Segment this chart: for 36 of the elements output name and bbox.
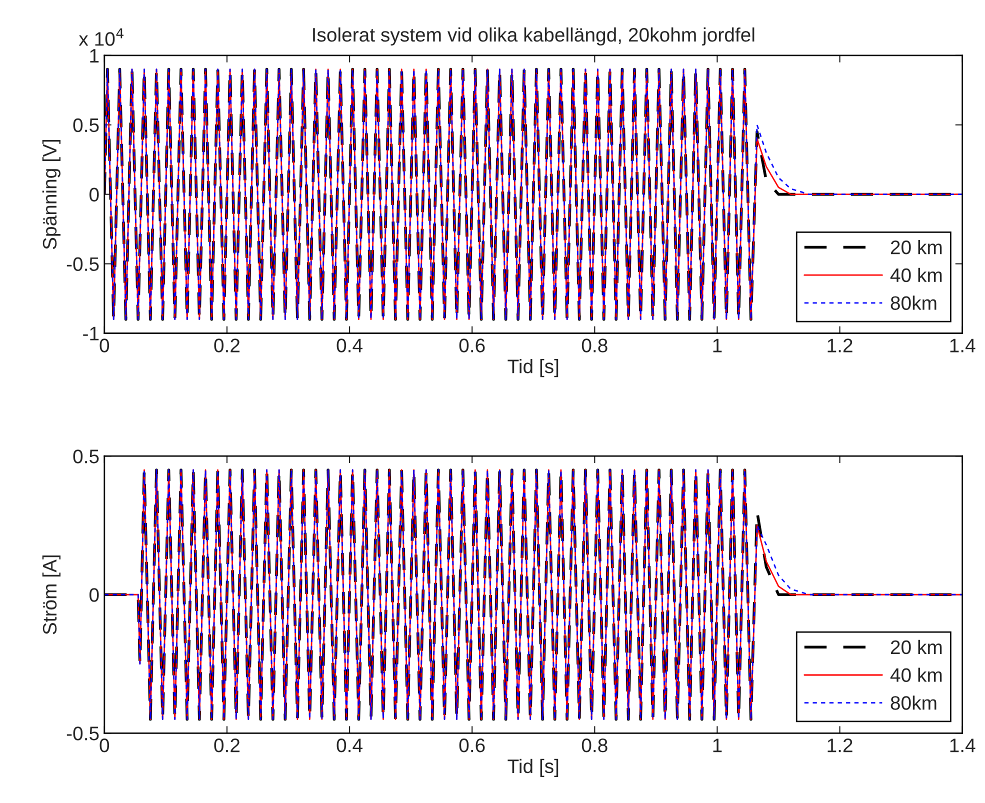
legend-label: 40 km <box>890 668 942 682</box>
y-tick-label: 0.5 <box>73 118 99 132</box>
y-axis-title: Ström [A] <box>42 555 60 634</box>
legend-label: 80km <box>890 696 936 710</box>
x-tick-label: 0.4 <box>336 338 362 352</box>
y-tick-label: -0.5 <box>66 726 99 740</box>
y-tick-label: -0.5 <box>66 257 99 272</box>
x-tick-label: 0.4 <box>336 738 362 752</box>
legend-label: 20 km <box>890 640 942 654</box>
y-tick-label: 0 <box>89 188 99 202</box>
x-tick-label: 0.2 <box>214 738 240 752</box>
y-tick-label: 1 <box>90 49 99 62</box>
x-tick-label: 1.2 <box>828 338 852 352</box>
x-tick-label: 0.6 <box>459 738 485 752</box>
x-tick-label: 0.2 <box>214 338 240 352</box>
x-tick-label: 0.8 <box>582 338 608 352</box>
text: x 10$^{4}$ <box>78 28 124 46</box>
chart-title: Isolerat system vid olika kabellängd, 20kohm jordfel <box>313 27 754 46</box>
x-tick-label: 0.6 <box>459 338 485 352</box>
x-tick-label: 1.4 <box>950 738 976 752</box>
legend-label: 20 km <box>890 240 942 254</box>
legend-label: 40 km <box>890 268 942 282</box>
y-tick-label: 0.5 <box>73 450 99 464</box>
x-tick-label: 1.4 <box>950 338 976 352</box>
legend-label: 80km <box>890 296 936 310</box>
y-tick-label: 0 <box>89 588 99 602</box>
x-tick-label: 0 <box>100 338 110 352</box>
x-tick-label: 1.2 <box>828 738 852 752</box>
x-tick-label: 0.8 <box>582 738 608 752</box>
y-tick-label: -1 <box>83 326 99 340</box>
x-tick-label: 1 <box>713 338 722 352</box>
x-tick-label: 1 <box>713 738 722 752</box>
x-axis-title: Tid [s] <box>508 359 558 378</box>
x-tick-label: 0 <box>100 738 110 752</box>
x-axis-title: Tid [s] <box>508 758 558 778</box>
y-axis-title: Spänning [V] <box>42 140 60 250</box>
